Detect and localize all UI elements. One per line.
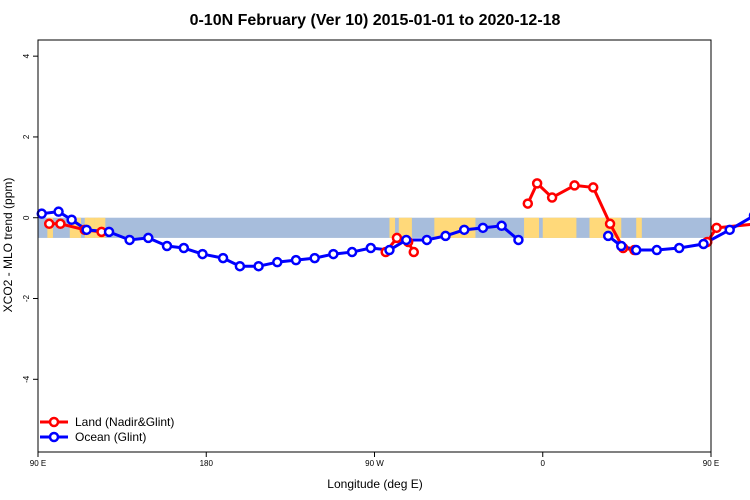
ocean-data-point [698, 238, 709, 250]
y-tick-label: -2 [22, 294, 31, 302]
ocean-data-point [401, 234, 412, 246]
land-data-point [522, 198, 534, 209]
ocean-data-point [458, 224, 470, 236]
x-tick-label: 90 W [365, 459, 384, 468]
ocean-data-point [309, 252, 320, 264]
land-data-point [569, 180, 580, 191]
chart-title: 0-10N February (Ver 10) 2015-01-01 to 20… [190, 12, 561, 29]
ocean-data-point [253, 260, 264, 272]
legend-land-label: Land (Nadir&Glint) [75, 415, 174, 429]
y-tick-label: 0 [22, 215, 31, 220]
ocean-data-point [161, 240, 173, 252]
y-tick-label: -4 [22, 375, 31, 383]
land-patch [94, 217, 100, 238]
ocean-data-point [124, 234, 135, 246]
ocean-data-point [53, 206, 64, 217]
ocean-data-point [496, 220, 507, 232]
ocean-data-point [81, 224, 92, 236]
ocean-data-point [143, 232, 154, 244]
ocean-data-point [217, 252, 229, 264]
land-patch [542, 217, 577, 238]
x-tick-label: 180 [200, 459, 214, 468]
land-series-line [526, 181, 635, 252]
land-data-point [711, 222, 722, 234]
ocean-series-line [607, 216, 750, 252]
y-axis-title: XCO2 - MLO trend (ppm) [1, 178, 15, 313]
ocean-data-point [602, 230, 614, 242]
y-tick-label: 4 [22, 53, 31, 58]
x-tick-label: 90 E [30, 459, 46, 468]
ocean-data-point [328, 248, 339, 260]
ocean-data-point [440, 230, 451, 242]
ocean-data-point [477, 222, 489, 234]
land-data-point [587, 182, 599, 193]
ocean-data-point [36, 208, 47, 219]
legend-ocean-marker [48, 431, 60, 443]
ocean-data-point [724, 224, 735, 236]
x-axis-title: Longitude (deg E) [327, 477, 422, 491]
series-lines [36, 178, 750, 272]
axes: 90 E 180 90 W 0 90 E 4 2 0 -2 -4 [22, 53, 719, 468]
ocean-data-point [272, 256, 283, 268]
land-data-point [391, 232, 403, 244]
ocean-data-point [513, 234, 524, 246]
legend-land-marker [48, 416, 60, 428]
ocean-data-point [616, 240, 627, 252]
ocean-data-point [66, 214, 77, 225]
x-tick-label: 0 [541, 459, 546, 468]
land-patch [389, 217, 396, 238]
land-data-point [604, 218, 616, 230]
ocean-data-point [197, 248, 208, 260]
ocean-data-point [178, 242, 190, 254]
plot-frame [37, 39, 712, 453]
land-data-point [55, 218, 66, 230]
ocean-data-point [234, 260, 246, 272]
ocean-data-point [290, 254, 302, 266]
land-data-point [408, 246, 420, 258]
ocean-data-point [346, 246, 358, 258]
ocean-data-point [630, 244, 642, 256]
ocean-data-point [421, 234, 433, 246]
ocean-data-point [384, 244, 395, 256]
land-data-point [546, 192, 558, 203]
land-patch [636, 217, 642, 238]
land-patch [398, 217, 412, 238]
legend-ocean-label: Ocean (Glint) [75, 430, 146, 444]
ocean-land-band [38, 217, 711, 238]
ocean-data-point [651, 244, 663, 256]
legend: Land (Nadir&Glint) Ocean (Glint) [40, 415, 174, 444]
ocean-data-point [673, 242, 685, 254]
land-data-point [43, 218, 55, 230]
ocean-data-point [365, 242, 377, 254]
y-tick-label: 2 [22, 134, 31, 139]
land-patch [524, 217, 540, 238]
ocean-data-point [103, 226, 115, 238]
x-tick-label: 90 E [703, 459, 719, 468]
land-data-point [531, 178, 543, 189]
